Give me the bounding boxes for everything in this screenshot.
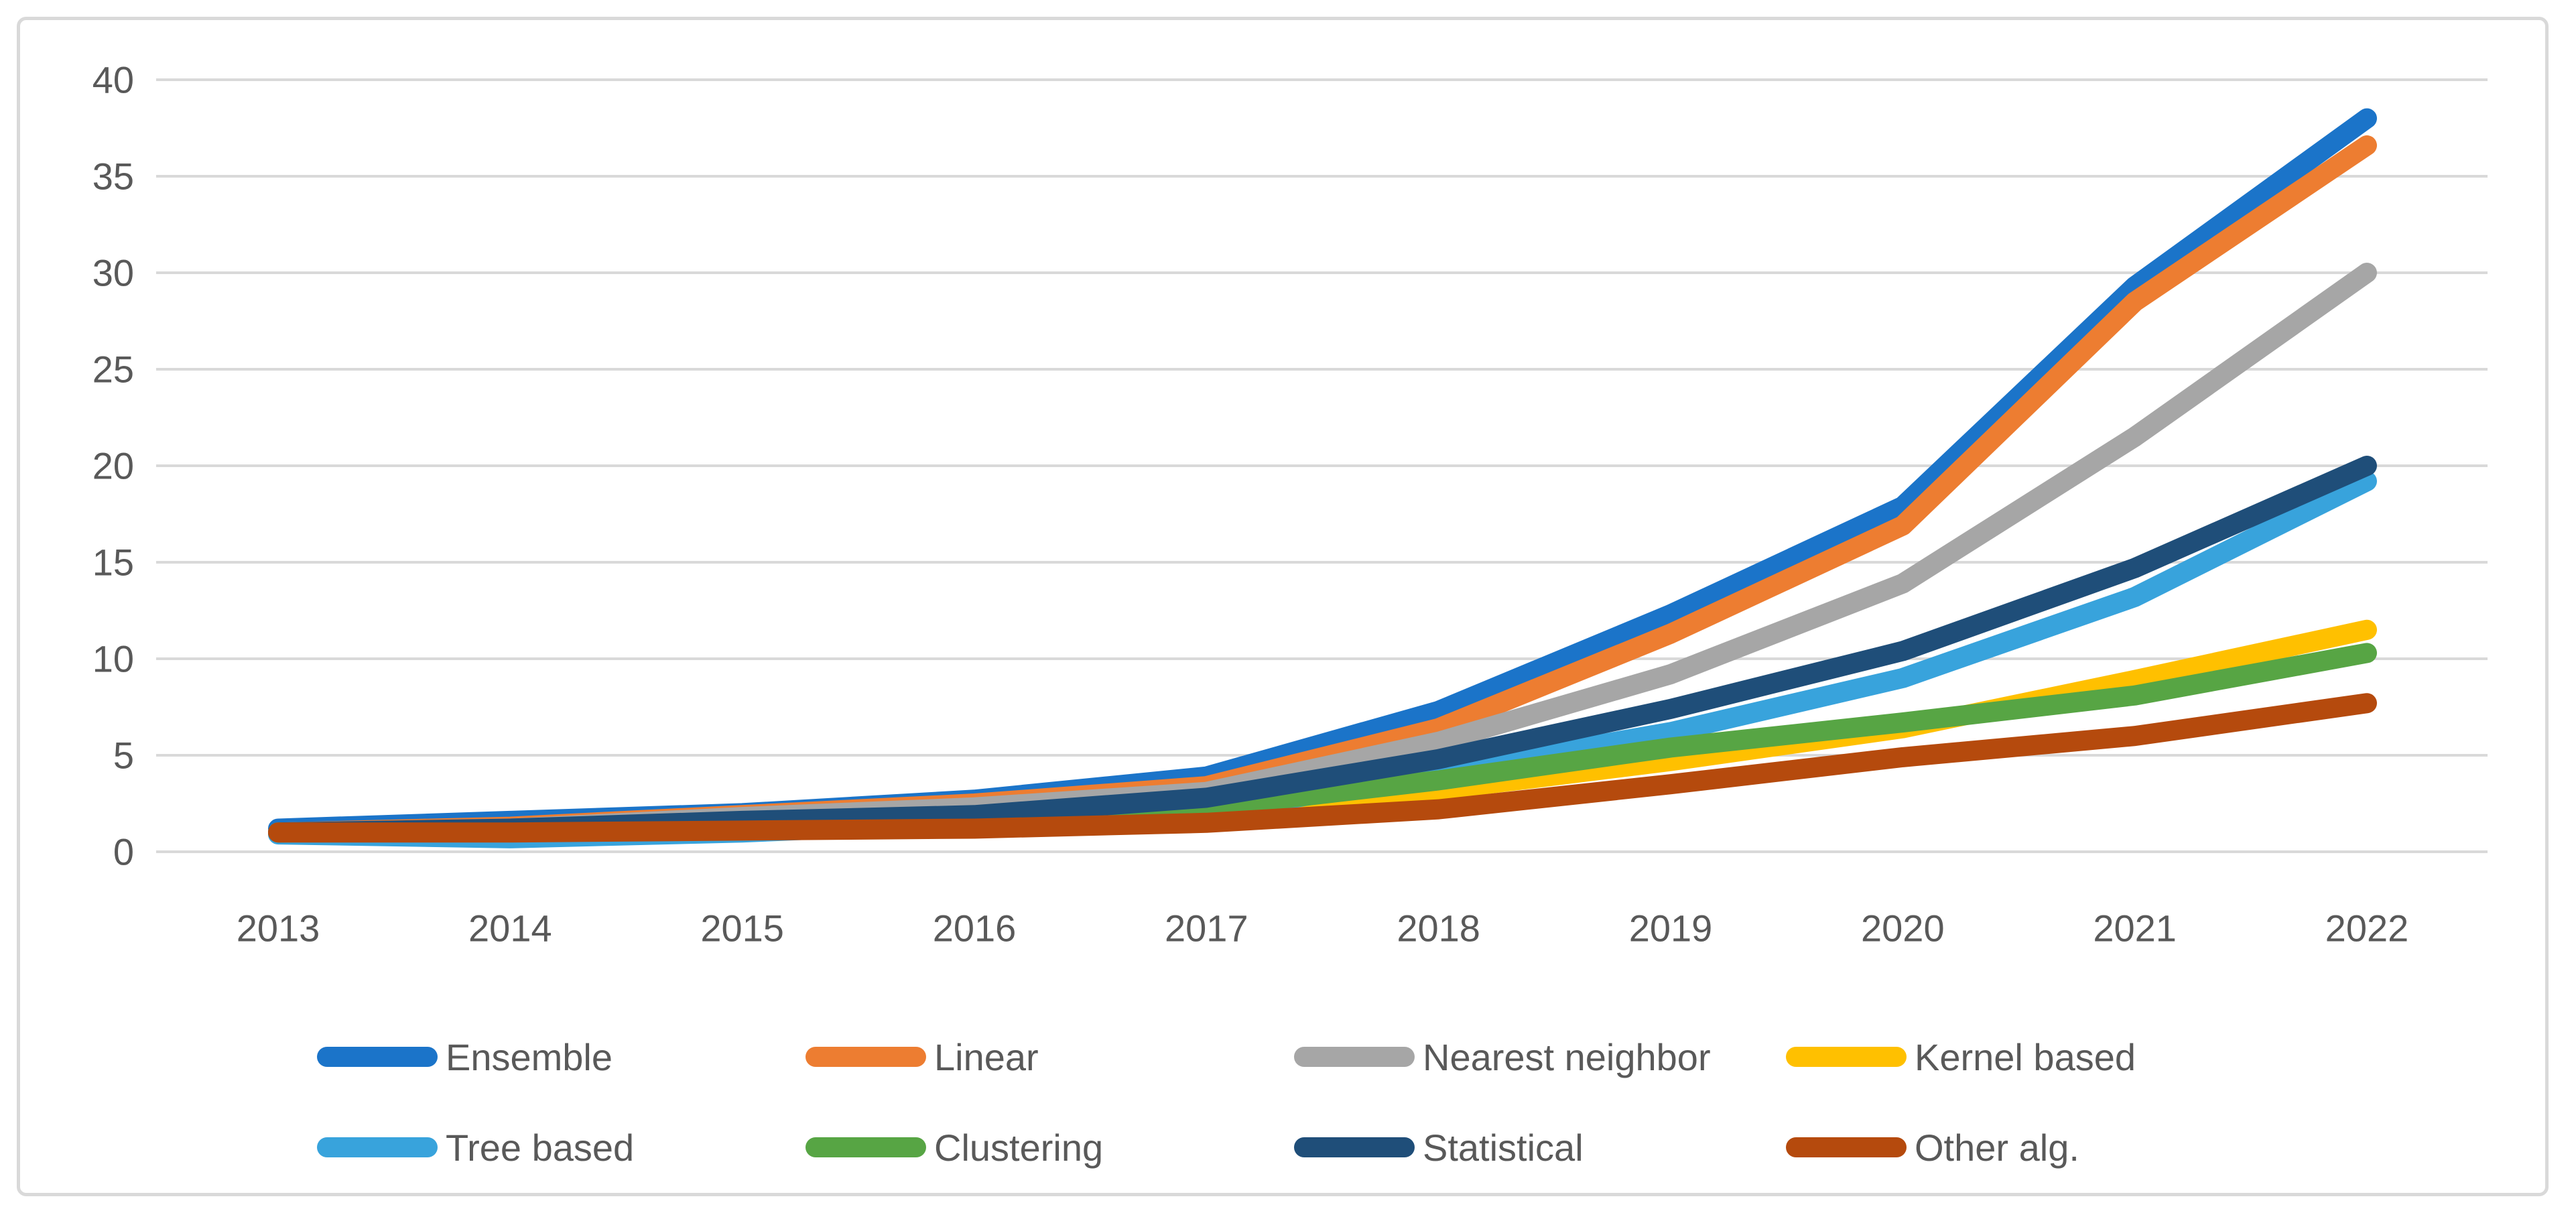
legend-item-kernel-based[interactable]: Kernel based [1786,1035,2136,1078]
legend-swatch-icon [317,1047,438,1067]
legend-label: Clustering [934,1126,1104,1169]
series-line-statistical [268,456,2377,843]
legend-label: Linear [934,1035,1039,1078]
legend-swatch-icon [806,1047,926,1067]
legend-label: Kernel based [1915,1035,2136,1078]
x-axis-tick-label-2021: 2021 [2093,907,2177,950]
legend-label: Other alg. [1915,1126,2079,1169]
x-axis-tick-label-2017: 2017 [1165,907,1248,950]
x-axis-tick-label-2019: 2019 [1629,907,1713,950]
legend-item-linear[interactable]: Linear [806,1035,1039,1078]
x-axis-tick-label-2018: 2018 [1397,907,1480,950]
y-axis-tick-label: 40 [92,59,134,101]
x-axis-tick-label-2015: 2015 [700,907,784,950]
x-axis-tick-label-2014: 2014 [468,907,552,950]
legend-swatch-icon [317,1137,438,1157]
y-axis-tick-label: 25 [92,348,134,391]
legend-item-tree-based[interactable]: Tree based [317,1126,634,1169]
legend-item-nearest-neighbor[interactable]: Nearest neighbor [1294,1035,1711,1078]
legend-label: Nearest neighbor [1423,1035,1711,1078]
legend-swatch-icon [1294,1137,1415,1157]
y-axis-tick-label: 30 [92,252,134,294]
series-line-other-alg- [268,693,2377,843]
y-axis-tick-label: 20 [92,445,134,487]
y-axis-tick-label: 15 [92,541,134,584]
x-axis-tick-label-2020: 2020 [1861,907,1945,950]
legend-swatch-icon [806,1137,926,1157]
y-axis-tick-label: 5 [113,734,134,777]
x-axis-tick-label-2013: 2013 [237,907,320,950]
legend-label: Ensemble [446,1035,613,1078]
y-axis-tick-label: 35 [92,155,134,198]
legend-label: Statistical [1423,1126,1584,1169]
legend-label: Tree based [446,1126,635,1169]
legend-item-clustering[interactable]: Clustering [806,1126,1103,1169]
y-axis-tick-label: 10 [92,638,134,680]
x-axis-tick-label-2016: 2016 [933,907,1017,950]
y-axis-tick-label: 0 [113,831,134,873]
legend-item-ensemble[interactable]: Ensemble [317,1035,613,1078]
legend-swatch-icon [1786,1137,1907,1157]
legend-item-statistical[interactable]: Statistical [1294,1126,1584,1169]
x-axis-tick-label-2022: 2022 [2325,907,2409,950]
series-line-ensemble [268,108,2377,839]
legend-item-other-alg-[interactable]: Other alg. [1786,1126,2079,1169]
legend-swatch-icon [1294,1047,1415,1067]
chart-frame [17,17,2549,1196]
legend-swatch-icon [1786,1047,1907,1067]
